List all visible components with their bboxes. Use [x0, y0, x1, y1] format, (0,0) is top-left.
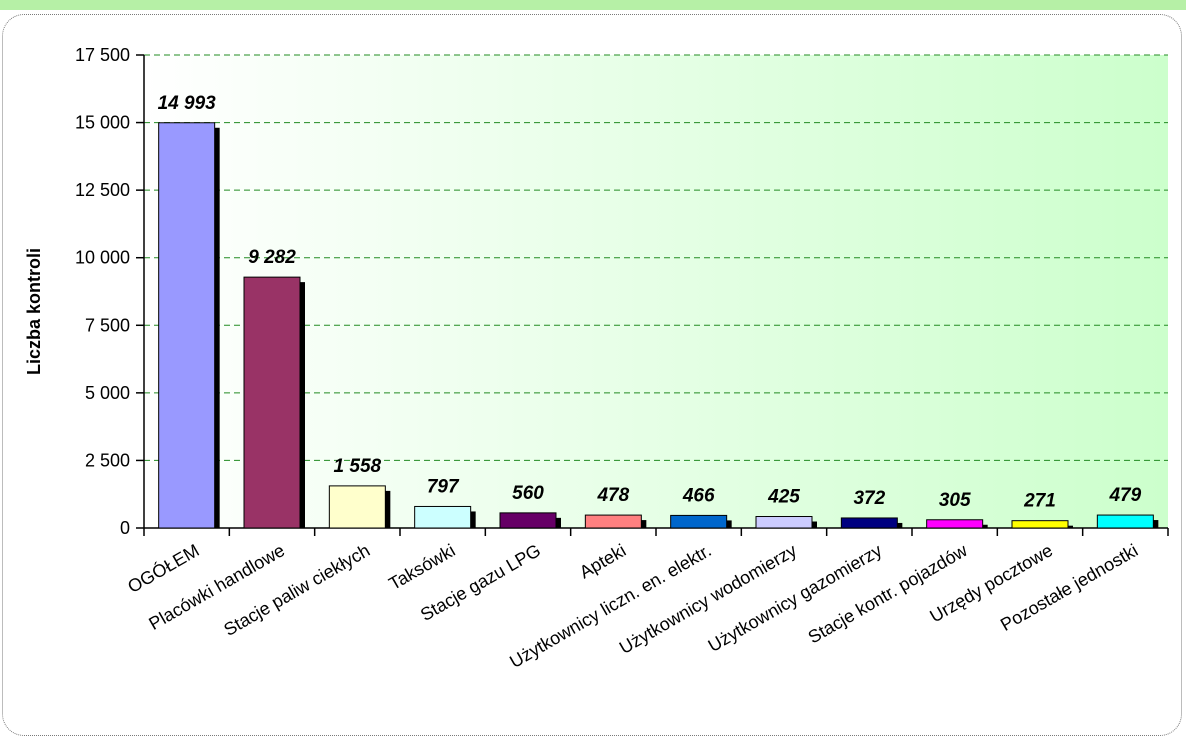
category-label: Stacje kontr. pojazdów	[805, 540, 972, 648]
bar	[499, 512, 557, 529]
bar	[670, 514, 728, 529]
data-label: 478	[596, 485, 629, 506]
data-label: 560	[512, 483, 544, 504]
bar	[243, 276, 301, 529]
header-strip	[0, 0, 1186, 10]
gridlines	[144, 54, 1168, 461]
category-label: Taksówki	[385, 540, 458, 594]
y-tick-label: 17 500	[75, 45, 130, 65]
data-label: 372	[853, 488, 885, 509]
category-label: Pozostałe jednostki	[997, 540, 1141, 635]
bar	[755, 516, 813, 529]
y-tick-label: 12 500	[75, 180, 130, 200]
y-tick-label: 7 500	[85, 315, 130, 335]
data-label: 479	[1108, 485, 1141, 506]
y-tick-label: 2 500	[85, 450, 130, 470]
bar	[840, 517, 898, 529]
category-label: Apteki	[576, 540, 629, 582]
data-label: 1 558	[334, 456, 382, 477]
bar	[1011, 520, 1069, 529]
category-label: OGÓŁEM	[124, 539, 203, 597]
data-label: 14 993	[158, 93, 217, 114]
data-label: 271	[1023, 491, 1056, 512]
bar	[1096, 514, 1154, 529]
data-label: 305	[939, 490, 971, 511]
bar	[414, 505, 472, 529]
data-label: 425	[767, 487, 800, 508]
y-tick-label: 0	[120, 518, 130, 538]
data-label: 797	[427, 476, 460, 497]
data-label: 9 282	[248, 247, 296, 268]
bars	[158, 122, 1159, 529]
y-tick-label: 5 000	[85, 383, 130, 403]
bar	[926, 519, 984, 529]
category-label: Stacje paliw ciekłych	[220, 540, 373, 640]
y-axis-label: Liczba kontroli	[24, 248, 44, 375]
axes: 0 2 500 5 000 7 500 10 000 12 500 15 000 17 500	[75, 45, 1169, 538]
plot-area	[144, 55, 1168, 528]
y-tick-label: 10 000	[75, 248, 130, 268]
data-label: 466	[682, 485, 715, 506]
bar	[158, 122, 216, 529]
y-tick-label: 15 000	[75, 113, 130, 133]
bar	[328, 485, 386, 529]
bar	[584, 514, 642, 529]
